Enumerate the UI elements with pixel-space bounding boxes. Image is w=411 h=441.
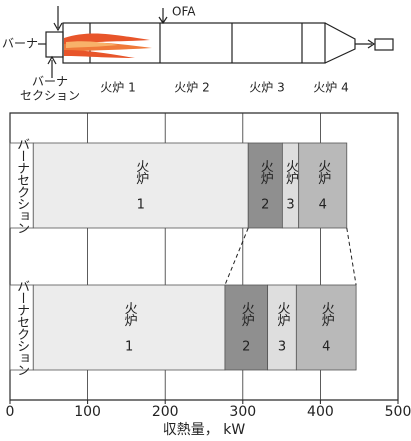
segment-label: バーナセクション xyxy=(14,280,30,376)
page: バーナ OFA バーナ セクション 火炉 1 火炉 2 火炉 3 火炉 4 収熱… xyxy=(0,0,411,441)
x-tick-label: 500 xyxy=(385,404,411,420)
segment-label: バーナセクション xyxy=(14,138,30,234)
section-label: 火炉 4 xyxy=(313,81,348,95)
segment-label: 火炉 4 xyxy=(319,302,335,354)
burner-label: バーナ xyxy=(2,37,38,51)
burner-section-label: バーナ xyxy=(32,75,68,89)
segment-label: 火炉 2 xyxy=(258,160,274,212)
connector xyxy=(347,228,356,285)
burner-section-label: セクション xyxy=(20,89,80,103)
segment-label: 火炉 1 xyxy=(122,302,138,354)
section-label: 火炉 2 xyxy=(174,81,209,95)
x-tick-label: 0 xyxy=(6,404,15,420)
segment-label: 火炉 3 xyxy=(283,160,299,212)
x-axis-label: 収熱量， kW xyxy=(163,422,246,438)
burner-box xyxy=(46,32,63,57)
outlet-taper xyxy=(325,23,355,63)
x-tick-label: 100 xyxy=(74,404,101,420)
outlet-box xyxy=(375,39,393,50)
segment-label: 火炉 3 xyxy=(274,302,290,354)
segment-label: 火炉 1 xyxy=(133,160,149,212)
section-label: 火炉 3 xyxy=(249,81,284,95)
segment-label: 火炉 2 xyxy=(239,302,255,354)
ofa-label: OFA xyxy=(172,5,196,19)
x-tick-label: 400 xyxy=(307,404,334,420)
x-tick-label: 200 xyxy=(152,404,179,420)
connector xyxy=(225,228,248,285)
flame xyxy=(64,34,152,58)
segment-label: 火炉 4 xyxy=(315,160,331,212)
section-label: 火炉 1 xyxy=(100,81,135,95)
x-tick-label: 300 xyxy=(229,404,256,420)
